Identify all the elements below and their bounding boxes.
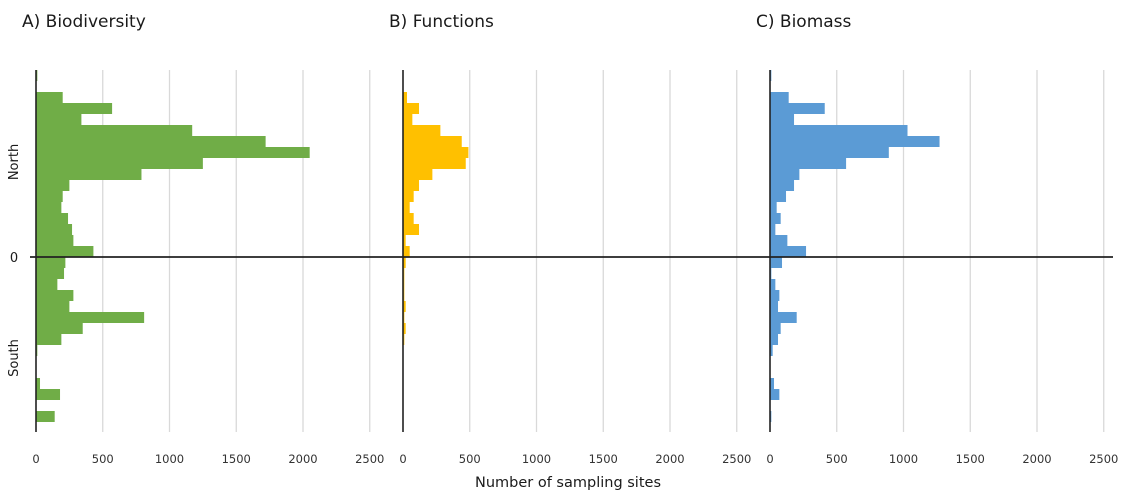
bar-a-north-15 [36, 235, 74, 246]
bar-a-south-3 [36, 290, 74, 301]
bar-b-south-0 [403, 257, 406, 268]
bar-a-north-14 [36, 224, 73, 235]
bar-a-north-7 [36, 147, 310, 158]
bar-a-north-16 [36, 246, 94, 257]
bar-b-north-5 [403, 125, 441, 136]
bar-b-north-10 [403, 180, 420, 191]
bar-c-south-7 [770, 334, 779, 345]
bar-c-north-6 [770, 136, 940, 147]
bar-c-south-8 [770, 345, 773, 356]
tick-label-c-500: 500 [826, 452, 848, 466]
bar-c-south-5 [770, 312, 797, 323]
bar-b-north-11 [403, 191, 414, 202]
bar-a-south-5 [36, 312, 145, 323]
bar-b-north-7 [403, 147, 469, 158]
bar-b-north-16 [403, 246, 410, 257]
bar-b-south-4 [403, 301, 406, 312]
tick-label-c-2000: 2000 [1022, 452, 1051, 466]
bar-b-north-2 [403, 92, 408, 103]
bar-c-south-12 [770, 389, 780, 400]
y-label-zero: 0 [10, 251, 18, 266]
bar-b-south-6 [403, 323, 406, 334]
bar-a-south-1 [36, 268, 65, 279]
bar-c-north-12 [770, 202, 777, 213]
bar-b-north-15 [403, 235, 406, 246]
bar-a-south-4 [36, 301, 70, 312]
bar-a-north-2 [36, 92, 63, 103]
tick-label-c-1000: 1000 [889, 452, 918, 466]
bar-c-south-4 [770, 301, 779, 312]
tick-label-c-2500: 2500 [1089, 452, 1118, 466]
bar-c-north-2 [770, 92, 789, 103]
bar-c-north-10 [770, 180, 795, 191]
bar-a-north-12 [36, 202, 62, 213]
bar-a-south-14 [36, 411, 55, 422]
bar-a-south-11 [36, 378, 41, 389]
bar-b-north-8 [403, 158, 466, 169]
bar-a-south-7 [36, 334, 62, 345]
bar-a-north-4 [36, 114, 82, 125]
bar-b-north-3 [403, 103, 420, 114]
label-layer: 0 500 1000 1500 2000 2500 A) Biodiversity 0 500 1… [22, 12, 1118, 466]
bar-c-north-16 [770, 246, 807, 257]
tick-label-c-1500: 1500 [956, 452, 985, 466]
bar-a-north-8 [36, 158, 203, 169]
bar-layer [36, 70, 940, 422]
bar-a-south-0 [36, 257, 66, 268]
tick-label-b-2000: 2000 [655, 452, 684, 466]
bar-a-south-12 [36, 389, 61, 400]
tick-label-a-1000: 1000 [155, 452, 184, 466]
bar-c-south-0 [770, 257, 783, 268]
bar-b-north-14 [403, 224, 420, 235]
bar-c-north-11 [770, 191, 787, 202]
bar-c-north-7 [770, 147, 889, 158]
tick-label-a-0: 0 [32, 452, 39, 466]
bar-a-north-10 [36, 180, 70, 191]
bar-a-north-11 [36, 191, 63, 202]
tick-label-a-500: 500 [92, 452, 114, 466]
panel-title-a: A) Biodiversity [22, 12, 146, 32]
bar-c-north-5 [770, 125, 908, 136]
bar-c-south-2 [770, 279, 776, 290]
bar-c-north-14 [770, 224, 776, 235]
bar-b-north-13 [403, 213, 414, 224]
tick-label-c-0: 0 [766, 452, 773, 466]
panel-title-b: B) Functions [389, 12, 494, 32]
x-axis-title: Number of sampling sites [475, 475, 661, 491]
tick-label-b-1000: 1000 [522, 452, 551, 466]
bar-a-north-6 [36, 136, 266, 147]
bar-a-north-9 [36, 169, 142, 180]
bar-c-south-3 [770, 290, 780, 301]
bar-b-north-6 [403, 136, 462, 147]
bar-b-north-12 [403, 202, 410, 213]
bar-a-north-13 [36, 213, 69, 224]
tick-label-b-0: 0 [399, 452, 406, 466]
tick-label-a-2000: 2000 [288, 452, 317, 466]
panel-title-c: C) Biomass [756, 12, 852, 32]
tick-label-b-2500: 2500 [722, 452, 751, 466]
bar-b-north-9 [403, 169, 433, 180]
grid-layer [102, 70, 1105, 432]
bar-a-south-2 [36, 279, 58, 290]
tick-label-b-500: 500 [459, 452, 481, 466]
bar-c-north-3 [770, 103, 825, 114]
y-label-north: North [7, 144, 22, 180]
bar-c-north-13 [770, 213, 781, 224]
y-label-south: South [7, 339, 22, 377]
bar-c-south-11 [770, 378, 775, 389]
bar-a-north-3 [36, 103, 113, 114]
bar-b-north-4 [403, 114, 413, 125]
bar-c-north-15 [770, 235, 788, 246]
tick-label-a-2500: 2500 [355, 452, 384, 466]
axis-layer [30, 70, 1113, 432]
tick-label-a-1500: 1500 [222, 452, 251, 466]
bar-a-south-6 [36, 323, 83, 334]
bar-c-north-4 [770, 114, 795, 125]
bar-a-north-5 [36, 125, 193, 136]
bar-c-south-6 [770, 323, 781, 334]
bar-c-north-8 [770, 158, 847, 169]
tick-label-b-1500: 1500 [589, 452, 618, 466]
bar-c-north-9 [770, 169, 800, 180]
